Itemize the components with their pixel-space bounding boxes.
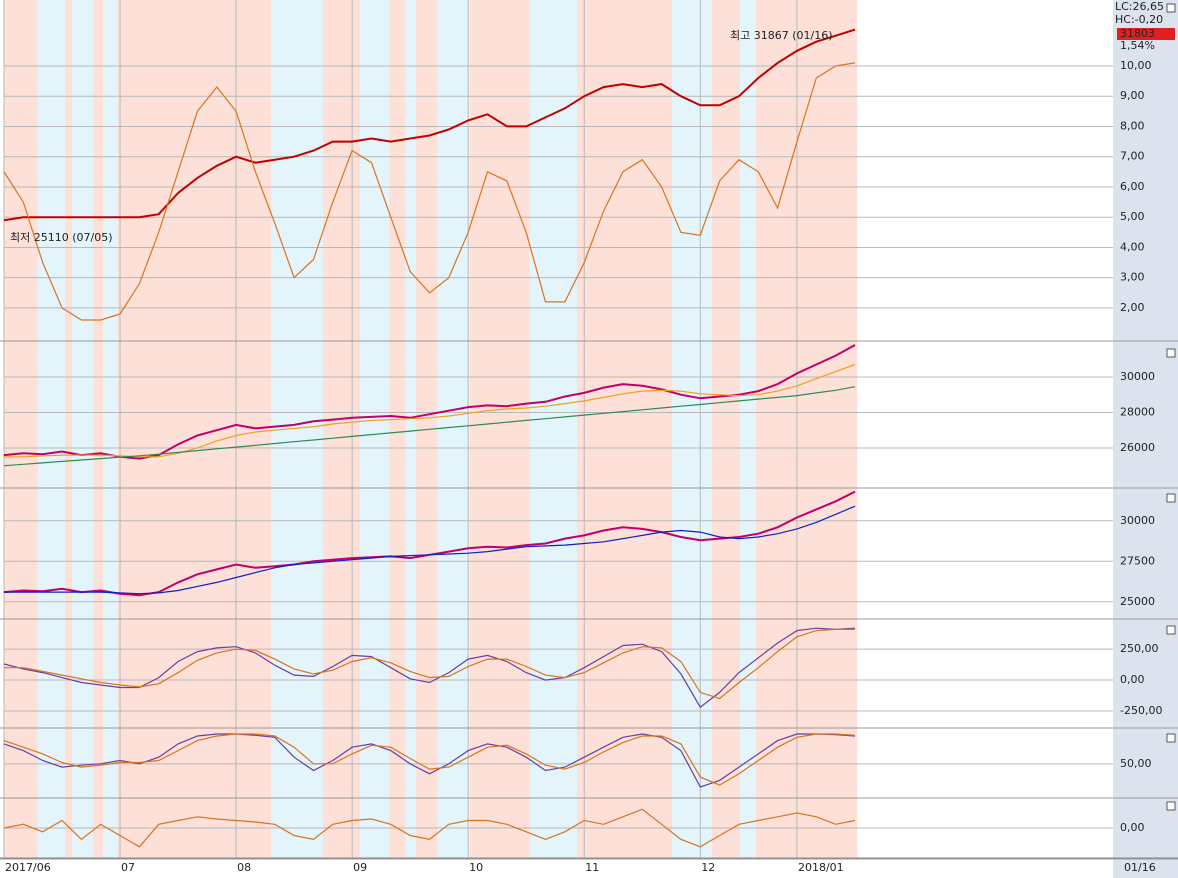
series-line bbox=[4, 505, 856, 595]
x-tick-label: 09 bbox=[353, 861, 367, 874]
y-tick-label: -250,00 bbox=[1120, 704, 1162, 717]
y-tick-label: 10,00 bbox=[1120, 59, 1152, 72]
y-tick-label: 0,00 bbox=[1120, 673, 1145, 686]
x-tick-label: 2017/06 bbox=[5, 861, 51, 874]
series-line bbox=[3, 386, 856, 467]
panel-close[interactable] bbox=[1166, 348, 1176, 358]
panel-close[interactable] bbox=[1166, 625, 1176, 635]
info-change: 1,54% bbox=[1120, 39, 1155, 52]
panel-close[interactable] bbox=[1166, 493, 1176, 503]
band-blue bbox=[271, 0, 323, 858]
y-tick-label: 28000 bbox=[1120, 405, 1155, 418]
panel-close[interactable] bbox=[1166, 801, 1176, 811]
panel-close[interactable] bbox=[1166, 733, 1176, 743]
x-tick-label: 10 bbox=[469, 861, 483, 874]
y-tick-label: 30000 bbox=[1120, 370, 1155, 383]
band-blue bbox=[72, 0, 93, 858]
annotation-low: 최저 25110 (07/05) bbox=[10, 231, 113, 244]
band-blue bbox=[405, 0, 416, 858]
band-blue bbox=[740, 0, 756, 858]
x-tick-label: 12 bbox=[701, 861, 715, 874]
price-box bbox=[1117, 28, 1175, 40]
y-tick-label: 5,00 bbox=[1120, 210, 1145, 223]
y-axis-area bbox=[1113, 0, 1178, 878]
y-tick-label: 250,00 bbox=[1120, 642, 1159, 655]
band-blue bbox=[103, 0, 118, 858]
x-tick-label: 2018/01 bbox=[798, 861, 844, 874]
series-line bbox=[3, 733, 856, 786]
band-blue bbox=[38, 0, 65, 858]
band-blue bbox=[360, 0, 389, 858]
y-tick-label: 8,00 bbox=[1120, 119, 1145, 132]
info-price: 31803 bbox=[1120, 27, 1155, 40]
y-tick-label: 7,00 bbox=[1120, 150, 1145, 163]
series-line bbox=[3, 62, 856, 321]
y-tick-label: 9,00 bbox=[1120, 89, 1145, 102]
series-line bbox=[3, 28, 856, 222]
band-blue bbox=[530, 0, 577, 858]
y-tick-label: 25000 bbox=[1120, 595, 1155, 608]
band-blue bbox=[437, 0, 470, 858]
band-blue bbox=[672, 0, 712, 858]
y-tick-label: 27500 bbox=[1120, 554, 1155, 567]
y-tick-label: 4,00 bbox=[1120, 240, 1145, 253]
y-tick-label: 2,00 bbox=[1120, 301, 1145, 314]
y-tick-label: 6,00 bbox=[1120, 180, 1145, 193]
info-hc: HC:-0,20 bbox=[1115, 13, 1163, 26]
cursor-label: 01/16 bbox=[1124, 861, 1156, 874]
y-tick-label: 3,00 bbox=[1120, 271, 1145, 284]
series-line bbox=[3, 344, 856, 460]
series-line bbox=[4, 628, 855, 700]
series-line bbox=[4, 363, 856, 458]
x-tick-label: 07 bbox=[121, 861, 135, 874]
annotation-high: 최고 31867 (01/16) bbox=[730, 29, 833, 42]
series-line bbox=[3, 808, 856, 848]
info-lc: LC:26,65 bbox=[1115, 0, 1164, 13]
series-line bbox=[3, 627, 856, 709]
x-tick-label: 11 bbox=[585, 861, 599, 874]
y-tick-label: 0,00 bbox=[1120, 821, 1145, 834]
y-tick-label: 26000 bbox=[1120, 441, 1155, 454]
x-tick-label: 08 bbox=[237, 861, 251, 874]
panel-close[interactable] bbox=[1166, 3, 1176, 13]
y-tick-label: 30000 bbox=[1120, 514, 1155, 527]
y-tick-label: 50,00 bbox=[1120, 757, 1152, 770]
